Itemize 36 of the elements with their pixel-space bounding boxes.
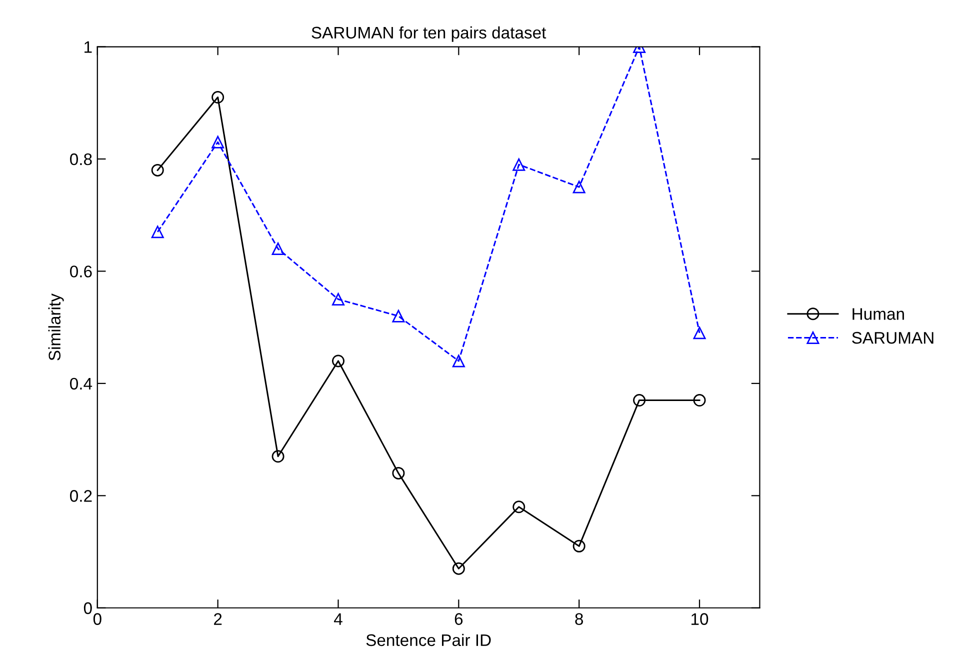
legend-label: SARUMAN: [852, 332, 934, 344]
y-tick-label: 0.2: [70, 490, 92, 502]
x-axis-title: Sentence Pair ID: [366, 634, 491, 646]
legend-label: Human: [852, 308, 904, 320]
point: [572, 180, 586, 194]
y-tick-label: 0.6: [70, 266, 92, 278]
point: [212, 91, 224, 104]
x-tick-label: 6: [454, 613, 463, 625]
point: [332, 293, 344, 306]
x-tick-label: 8: [575, 613, 583, 625]
point: [272, 450, 284, 463]
y-axis-title: Similarity: [48, 294, 64, 360]
point: [633, 394, 646, 407]
point: [512, 158, 526, 171]
y-tick-label: 0.8: [70, 153, 92, 166]
point: [452, 354, 465, 368]
point: [212, 136, 224, 148]
point: [151, 226, 164, 238]
point: [392, 310, 405, 322]
point: [151, 164, 164, 176]
point: [392, 466, 405, 480]
x-tick-label: 0: [93, 613, 102, 625]
point: [693, 326, 706, 340]
point: [272, 242, 284, 256]
point: [512, 500, 526, 514]
point: [572, 540, 586, 552]
y-tick-label: 0: [84, 602, 92, 614]
x-tick-label: 2: [214, 613, 222, 625]
y-tick-label: 0.4: [70, 378, 92, 390]
chart-title: SARUMAN for ten pairs dataset: [312, 26, 546, 42]
x-tick-label: 4: [334, 613, 342, 625]
y-tick-label: 1: [84, 41, 92, 53]
point: [332, 354, 344, 368]
point: [452, 562, 465, 575]
x-tick-label: 10: [692, 613, 708, 625]
point: [693, 394, 706, 407]
